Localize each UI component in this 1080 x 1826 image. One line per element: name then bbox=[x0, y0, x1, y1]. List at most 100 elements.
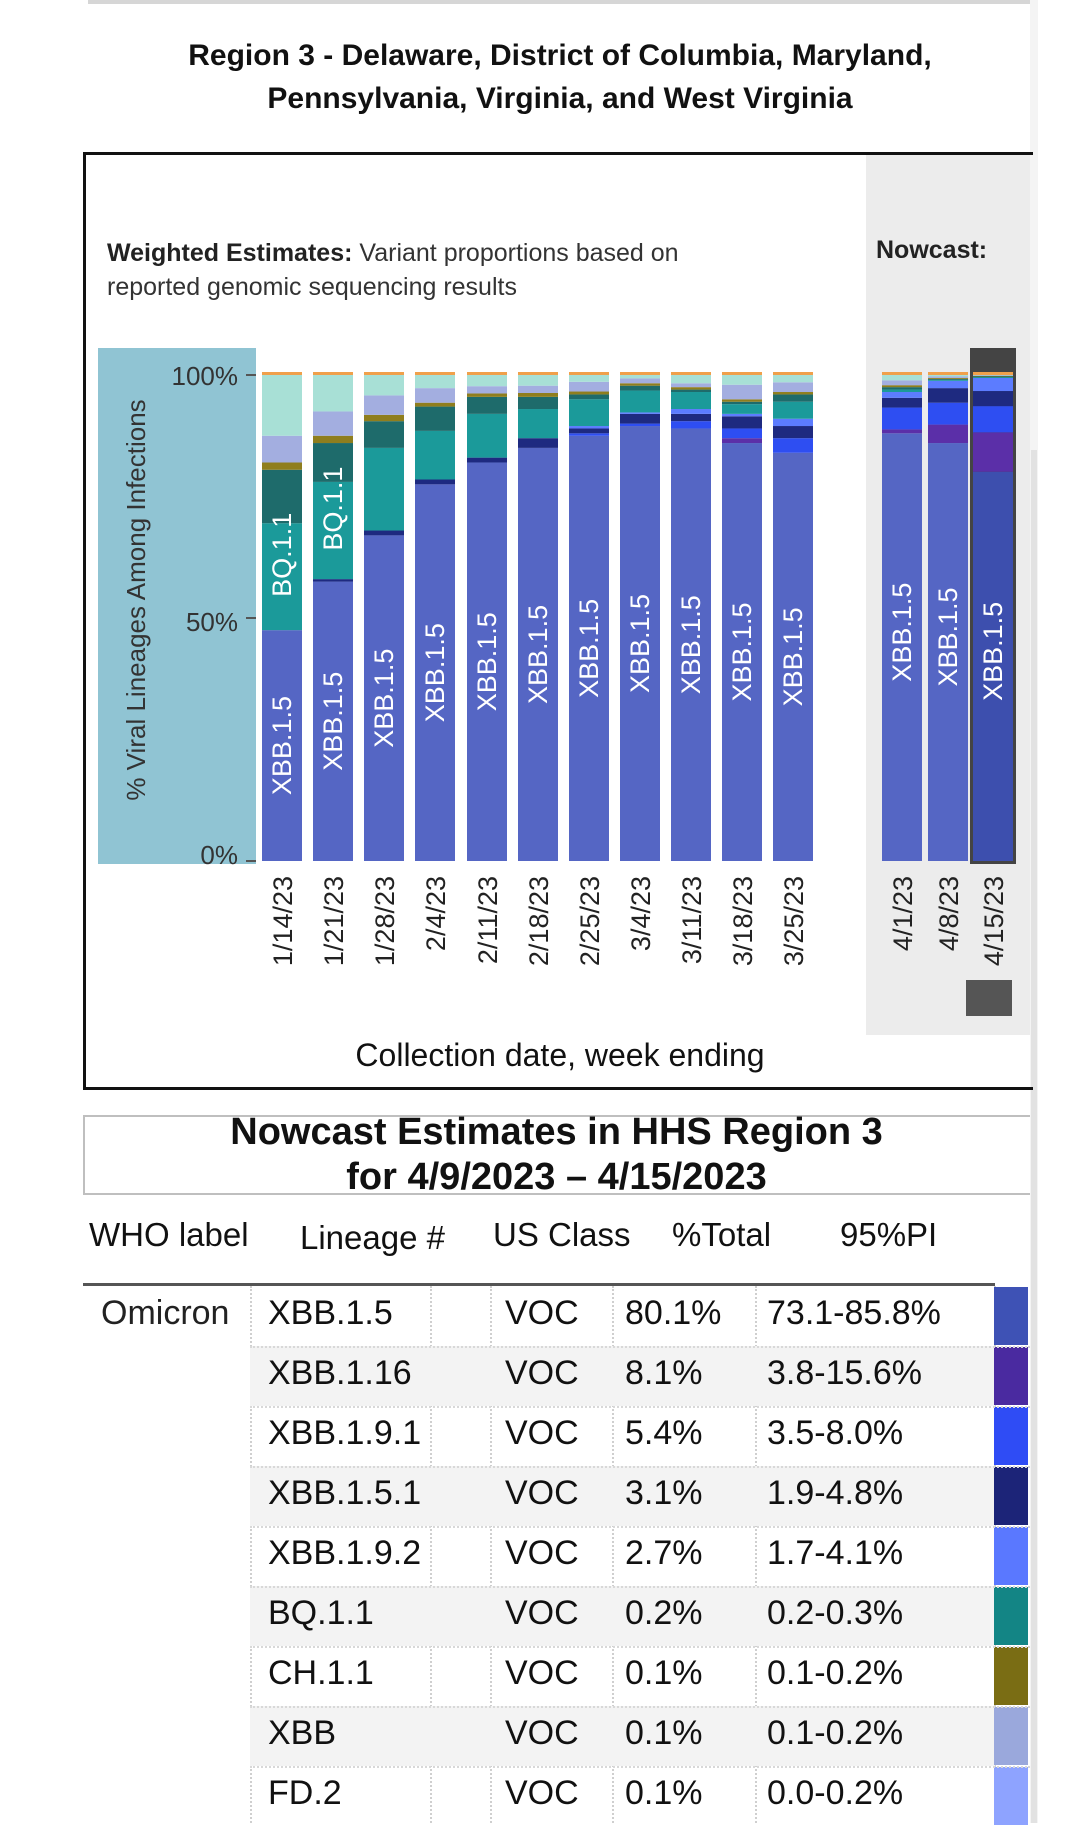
percent-total-cell: 0.1% bbox=[625, 1714, 703, 1753]
bar-segment-xbb bbox=[620, 378, 660, 383]
bar-segment-ch-1-1 bbox=[928, 378, 968, 379]
x-tick-label: 1/21/23 bbox=[319, 876, 349, 966]
table-title: Nowcast Estimates in HHS Region 3 for 4/… bbox=[83, 1110, 1030, 1200]
y-tick-label: 100% bbox=[172, 361, 239, 391]
bar-segment-ch-1-1 bbox=[620, 383, 660, 385]
bar-segment-xbb-1-9-1 bbox=[569, 433, 609, 435]
x-tick-label: 1/14/23 bbox=[268, 876, 298, 966]
percent-total-cell: 80.1% bbox=[625, 1294, 721, 1333]
lineage-color-swatch bbox=[994, 1347, 1028, 1405]
bar-segment-xbb-1-9-2 bbox=[569, 426, 609, 428]
table-row-separator bbox=[250, 1346, 1030, 1348]
bar-segment-bq-1-1 bbox=[364, 448, 404, 531]
bar-segment-other bbox=[722, 375, 762, 385]
y-tick-label: 0% bbox=[200, 840, 238, 870]
us-class-cell: VOC bbox=[505, 1294, 579, 1333]
prediction-interval-cell: 0.1-0.2% bbox=[767, 1654, 903, 1693]
bar-segment-ch-1-1 bbox=[364, 415, 404, 421]
percent-total-cell: 5.4% bbox=[625, 1414, 703, 1453]
prediction-interval-cell: 0.1-0.2% bbox=[767, 1714, 903, 1753]
prediction-interval-cell: 0.0-0.2% bbox=[767, 1774, 903, 1813]
x-tick-label: 3/11/23 bbox=[677, 876, 707, 964]
bar-label-xbb-1-5: XBB.1.5 bbox=[887, 583, 917, 682]
x-tick-label: 3/18/23 bbox=[728, 876, 758, 966]
us-class-cell: VOC bbox=[505, 1714, 579, 1753]
percent-total-cell: 8.1% bbox=[625, 1354, 703, 1393]
bar-segment-xbb-1-5-1 bbox=[773, 426, 813, 438]
lineage-cell: XBB.1.5.1 bbox=[268, 1474, 421, 1513]
bar-segment-bq-1 bbox=[882, 387, 922, 389]
bar-segment-bq-1-1 bbox=[467, 414, 507, 458]
bar-segment-xbb-1-9-2 bbox=[671, 409, 711, 414]
bar-segment-xbb bbox=[467, 386, 507, 393]
bar-top-cap bbox=[722, 372, 762, 375]
bar-segment-bq-1-1 bbox=[415, 431, 455, 480]
x-tick-label: 4/1/23 bbox=[888, 876, 918, 951]
bar-segment-other bbox=[262, 375, 302, 436]
x-tick-label: 2/25/23 bbox=[575, 876, 605, 966]
bar-segment-ch-1-1 bbox=[882, 385, 922, 387]
bar-segment-bq-1-1 bbox=[722, 404, 762, 414]
bar-segment-bq-1 bbox=[518, 397, 558, 409]
bar-top-cap bbox=[928, 372, 968, 375]
bar-segment-xbb-1-5-1 bbox=[882, 398, 922, 408]
us-class-cell: VOC bbox=[505, 1594, 579, 1633]
bar-segment-xbb-1-5-1 bbox=[415, 479, 455, 484]
bar-segment-ch-1-1 bbox=[313, 436, 353, 443]
bar-label-xbb-1-5: XBB.1.5 bbox=[625, 594, 655, 693]
table-row-separator bbox=[250, 1406, 1030, 1408]
bar-segment-xbb bbox=[882, 380, 922, 385]
bar-label-xbb-1-5: XBB.1.5 bbox=[318, 672, 348, 771]
bar-segment-xbb bbox=[928, 376, 968, 377]
bar-segment-bq-1-1 bbox=[773, 402, 813, 419]
bar-segment-xbb-1-5-1 bbox=[467, 458, 507, 463]
bar-segment-other bbox=[518, 375, 558, 386]
bar-segment-bq-1 bbox=[773, 394, 813, 401]
x-axis-title: Collection date, week ending bbox=[300, 1037, 820, 1074]
bar-segment-xbb-1-5-1 bbox=[671, 414, 711, 421]
bar-segment-bq-1-1 bbox=[671, 392, 711, 409]
prediction-interval-cell: 0.2-0.3% bbox=[767, 1594, 903, 1633]
lineage-cell: XBB.1.9.1 bbox=[268, 1414, 421, 1453]
bar-segment-xbb bbox=[569, 382, 609, 392]
us-class-cell: VOC bbox=[505, 1654, 579, 1693]
us-class-cell: VOC bbox=[505, 1414, 579, 1453]
who-label-omicron: Omicron bbox=[101, 1294, 229, 1333]
bar-top-cap bbox=[262, 372, 302, 375]
bar-top-cap bbox=[364, 372, 404, 375]
bar-segment-xbb-1-9-1 bbox=[722, 428, 762, 438]
lineage-cell: BQ.1.1 bbox=[268, 1594, 374, 1633]
bar-label-xbb-1-5: XBB.1.5 bbox=[676, 595, 706, 694]
bar-segment-xbb-1-16 bbox=[882, 429, 922, 433]
bar-segment-bq-1 bbox=[467, 397, 507, 414]
bar-segment-ch-1-1 bbox=[415, 403, 455, 407]
us-class-cell: VOC bbox=[505, 1354, 579, 1393]
bar-top-cap bbox=[518, 372, 558, 375]
lineage-color-swatch bbox=[994, 1407, 1028, 1465]
x-tick-label: 2/11/23 bbox=[473, 876, 503, 964]
bar-segment-ch-1-1 bbox=[262, 462, 302, 469]
bar-segment-other bbox=[569, 375, 609, 382]
bar-segment-xbb bbox=[364, 395, 404, 414]
bar-segment-other bbox=[415, 375, 455, 388]
bar-label-xbb-1-5: XBB.1.5 bbox=[267, 696, 297, 795]
bar-segment-other bbox=[364, 375, 404, 395]
bar-segment-bq-1 bbox=[364, 421, 404, 448]
lineage-cell: FD.2 bbox=[268, 1774, 342, 1813]
bar-top-cap bbox=[671, 372, 711, 375]
bar-top-cap bbox=[415, 372, 455, 375]
lineage-color-swatch bbox=[994, 1287, 1028, 1345]
bar-segment-other bbox=[620, 375, 660, 378]
bar-segment-xbb-1-16 bbox=[973, 432, 1013, 471]
bar-top-cap bbox=[882, 372, 922, 375]
lineage-cell: XBB.1.9.2 bbox=[268, 1534, 421, 1573]
bar-segment-xbb-1-5-1 bbox=[569, 428, 609, 433]
bar-segment-xbb-1-9-1 bbox=[882, 408, 922, 430]
bar-segment-xbb-1-9-2 bbox=[928, 381, 968, 388]
bar-segment-xbb-1-5-1 bbox=[928, 388, 968, 403]
lineage-color-swatch bbox=[994, 1767, 1028, 1825]
